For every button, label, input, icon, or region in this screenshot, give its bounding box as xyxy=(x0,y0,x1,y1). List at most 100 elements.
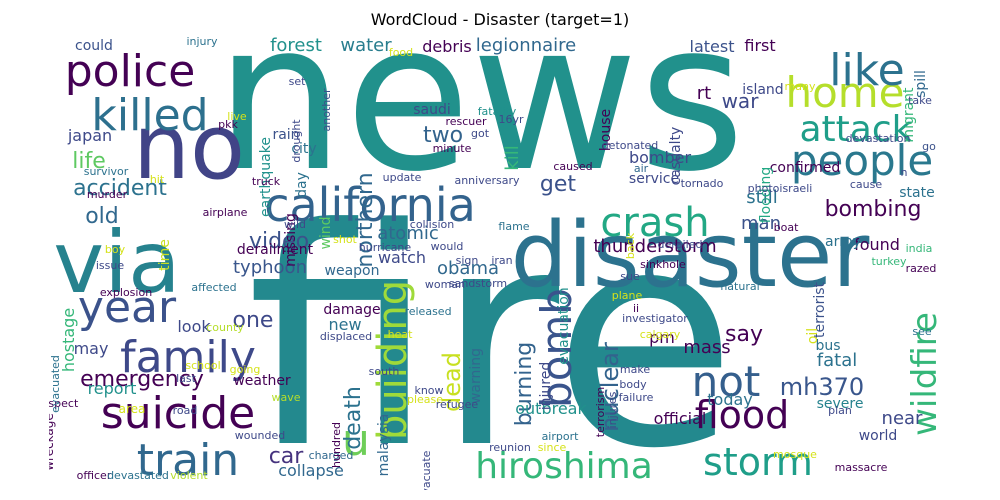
word-county: county xyxy=(206,321,244,334)
word-oil: oil xyxy=(805,328,821,344)
word-injury: injury xyxy=(186,36,218,48)
word-old: old xyxy=(85,204,119,229)
word-collision: collision xyxy=(410,218,454,231)
word-sandstorm: sandstorm xyxy=(449,277,507,290)
word-legionnaire: legionnaire xyxy=(476,36,576,56)
word-sue: sue xyxy=(620,270,640,283)
word-failure: failure xyxy=(619,391,654,404)
word-since: since xyxy=(538,441,567,454)
word-would: would xyxy=(431,240,464,253)
word-saudi: saudi xyxy=(413,102,451,118)
word-truck: truck xyxy=(252,175,281,188)
word-say: say xyxy=(725,322,763,347)
word-anniversary: anniversary xyxy=(454,174,520,187)
word-please: please xyxy=(407,393,443,406)
word-rt: rt xyxy=(697,83,711,104)
word-plan: plan xyxy=(828,404,852,417)
word-survivor: survivor xyxy=(84,165,129,178)
word-mass: mass xyxy=(683,337,730,358)
word-know: know xyxy=(414,384,443,397)
word-back: back xyxy=(624,232,637,259)
word-wild: wild xyxy=(284,218,306,231)
word-get: get xyxy=(540,172,577,197)
word-devastation: devastation xyxy=(846,132,911,145)
word-may: may xyxy=(74,339,109,358)
word-wildfire: wildfire xyxy=(905,312,945,436)
word-cloud: fire news disaster via no california police kil… xyxy=(49,36,952,490)
word-issue: issue xyxy=(96,259,124,272)
word-time: time xyxy=(157,239,173,271)
word-pm: pm xyxy=(649,328,675,347)
word-report: report xyxy=(88,379,137,398)
word-live: live xyxy=(227,110,247,123)
word-crash: crash xyxy=(600,200,709,246)
word-turkey: turkey xyxy=(871,255,907,268)
word-going: going xyxy=(230,363,261,376)
word-violent: violent xyxy=(170,469,208,482)
word-malaysia: malaysia xyxy=(376,414,392,477)
word-shot: shot xyxy=(333,233,357,246)
word-pkk: pkk xyxy=(218,118,238,131)
word-man: man xyxy=(741,213,781,234)
word-see: see xyxy=(912,325,931,338)
word-tornado: tornado xyxy=(681,177,724,190)
word-kill: kill xyxy=(502,145,523,170)
word-casualty: casualty xyxy=(668,127,684,186)
word-weapon: weapon xyxy=(325,263,380,279)
word-reunion: reunion xyxy=(489,441,531,454)
word-army: army xyxy=(825,234,861,250)
word-missing: missing xyxy=(283,213,299,267)
word-airport: airport xyxy=(542,430,580,443)
word-evacuation: evacuation xyxy=(556,287,572,364)
word-terrorism: terrorism xyxy=(594,387,607,437)
word-flooding: flooding xyxy=(758,167,774,224)
word-warning: warning xyxy=(468,348,484,404)
word-another: another xyxy=(320,88,333,131)
word-building: building xyxy=(370,280,416,440)
word-look: look xyxy=(177,317,211,336)
word-bombing: bombing xyxy=(825,197,922,222)
word-attack: attack xyxy=(800,109,913,150)
word-released: released xyxy=(404,305,451,318)
word-air: air xyxy=(634,162,649,175)
word-razed: razed xyxy=(906,262,937,275)
word-displaced: displaced xyxy=(320,330,372,343)
word-flood: flood xyxy=(695,393,790,437)
word-bus: bus xyxy=(815,338,840,354)
word-service: service xyxy=(629,171,679,187)
word-two: two xyxy=(423,123,463,148)
word-wave: wave xyxy=(271,391,300,404)
word-cause: cause xyxy=(850,178,882,191)
word-home: home xyxy=(785,68,904,117)
word-earthquake: earthquake xyxy=(258,137,274,217)
word-evacuate: evacuate xyxy=(420,450,433,490)
word-n: n xyxy=(901,166,908,179)
word-obama: obama xyxy=(437,258,499,279)
word-emergency: emergency xyxy=(80,367,204,392)
word-year: year xyxy=(78,282,177,333)
word-island: island xyxy=(742,82,783,98)
word-outbreak: outbreak xyxy=(515,399,587,418)
word-suicide: suicide xyxy=(101,388,255,439)
word-rain: rain xyxy=(272,127,299,143)
word-explosion: explosion xyxy=(100,286,152,299)
word-war: war xyxy=(722,89,760,113)
word-via: via xyxy=(53,213,181,313)
word-derailed: derailed xyxy=(658,238,703,251)
word-weather: weather xyxy=(233,373,291,389)
word-hundred: hundred xyxy=(330,422,343,468)
word-airplane: airplane xyxy=(203,206,248,219)
word-official: official xyxy=(654,409,707,428)
word-confirmed: confirmed xyxy=(770,160,841,176)
word-sinkhole: sinkhole xyxy=(640,258,686,271)
word-not: not xyxy=(692,357,761,406)
word-charged: charged xyxy=(309,449,354,462)
word-hiroshima: hiroshima xyxy=(475,446,653,487)
word-plane: plane xyxy=(612,289,643,302)
word-rescuer: rescuer xyxy=(445,115,487,128)
word-detonated: detonated xyxy=(602,139,659,152)
word-new: new xyxy=(328,315,361,334)
word-injures: injures xyxy=(606,391,619,428)
word-boat: boat xyxy=(774,221,799,234)
word-severe: severe xyxy=(817,396,864,412)
